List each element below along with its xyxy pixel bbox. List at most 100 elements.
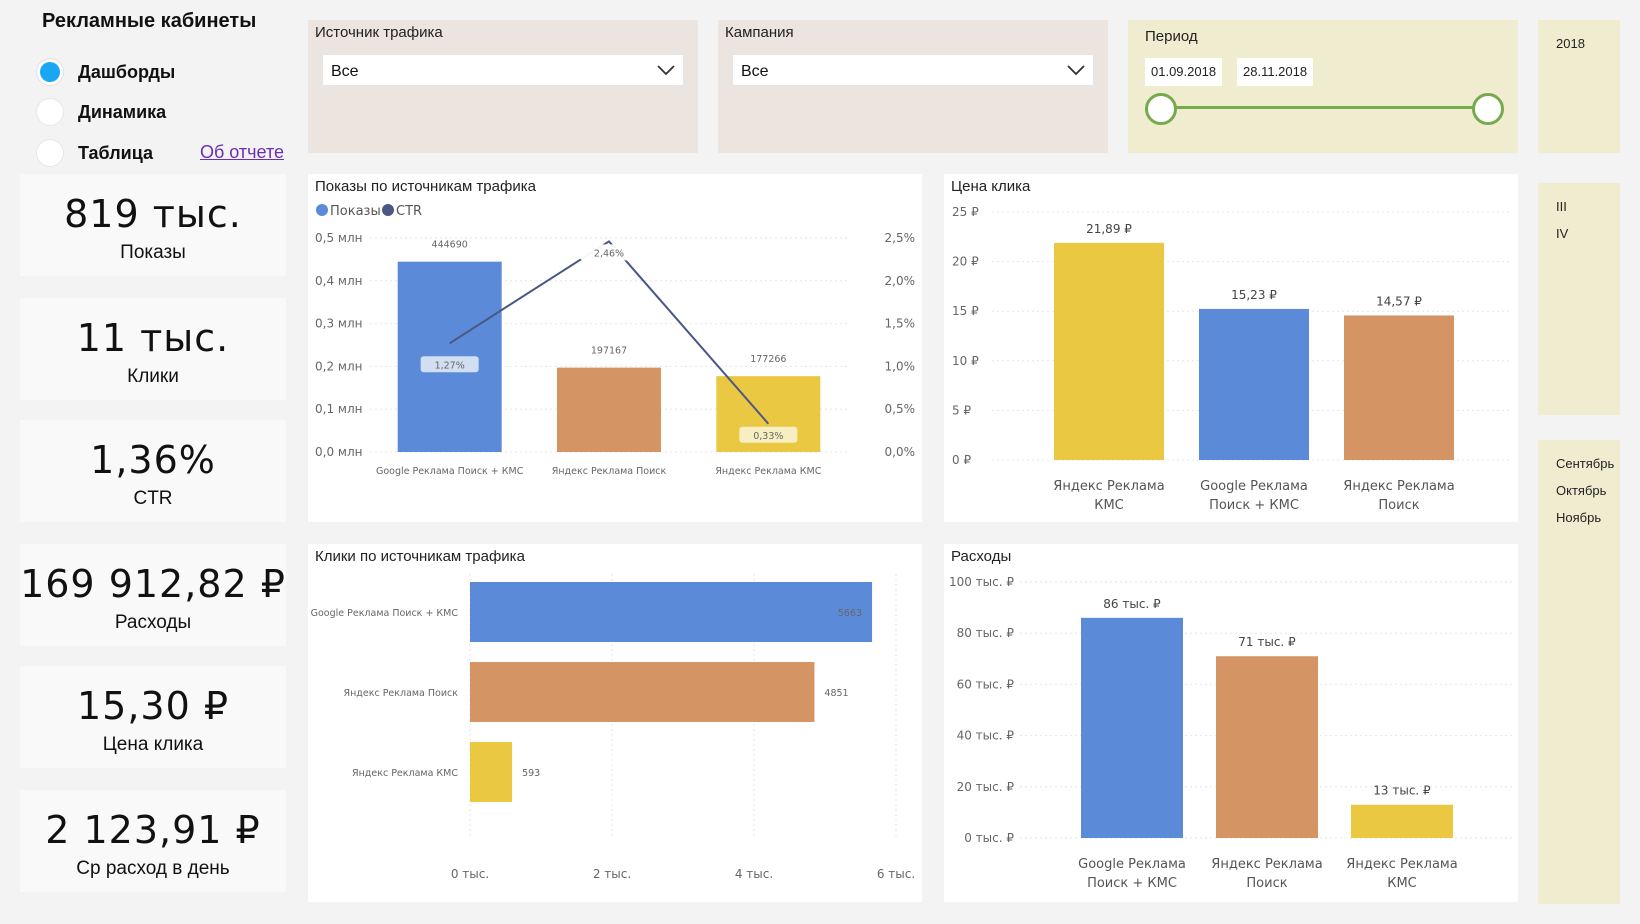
year-item[interactable]: 2018 [1556,36,1585,51]
slicer-title: Кампания [725,24,794,41]
dropdown-value: Все [331,63,359,80]
y-tick-label: 0 ₽ [952,453,971,467]
y-tick-label: 15 ₽ [952,304,979,318]
y2-tick-label: 2,0% [885,274,916,288]
data-label: 86 тыс. ₽ [1103,597,1161,611]
y-tick-label: Яндекс Реклама Поиск [343,688,458,699]
x-tick-label: Яндекс Реклама Поиск [552,466,667,477]
bar-spend [1081,617,1183,838]
bar-spend [1351,804,1453,838]
chevron-down-icon [1067,65,1085,76]
y-tick-label: 100 тыс. ₽ [949,575,1014,589]
nav-label: Динамика [78,101,167,122]
y-tick-label: 25 ₽ [952,205,979,219]
y-tick-label: 0,4 млн [315,274,362,288]
month-item[interactable]: Сентябрь [1556,456,1615,471]
radio-icon[interactable] [36,139,64,167]
quarter-item[interactable]: III [1556,199,1567,214]
month-item[interactable]: Октябрь [1556,483,1607,498]
cpc-chart: 0 ₽ 5 ₽ 10 ₽ 15 ₽ 20 ₽ 25 ₽ 21,89 ₽ Яндекс Рекл… [952,205,1512,513]
quarter-item[interactable]: IV [1556,226,1569,241]
data-label: 593 [522,768,540,779]
cpc-chart-panel: Цена клика 0 ₽ 5 ₽ 10 ₽ 15 ₽ 20 ₽ 25 ₽ 21,89 ₽… [944,174,1518,522]
data-label: 71 тыс. ₽ [1238,635,1296,649]
period-start-input[interactable]: 01.09.2018 [1145,58,1223,86]
kpi-label: Показы [120,242,186,263]
x-tick-label: Яндекс Реклама Поиск [1343,479,1454,513]
kpi-label: Расходы [114,612,192,633]
chevron-down-icon [657,65,675,76]
legend-marker-impressions [316,204,328,216]
period-end-input[interactable]: 28.11.2018 [1237,58,1314,86]
kpi-label: CTR [133,488,173,509]
bar-clicks [470,662,815,722]
kpi-value: 1,36% [90,438,216,482]
bar-clicks [470,582,873,642]
data-label: 15,23 ₽ [1231,288,1277,302]
period-slider-track[interactable] [1158,106,1488,109]
legend-label: Показы [330,204,381,219]
chart-title: Показы по источникам трафика [315,178,536,195]
radio-selected-icon[interactable] [36,58,64,86]
kpi-value: 169 912,82 ₽ [20,562,286,606]
x-tick-label: Яндекс Реклама КМС [1346,857,1457,891]
app-title: Рекламные кабинеты [42,10,257,32]
legend-label: CTR [396,204,422,219]
x-tick-label: 0 тыс. [451,867,489,881]
chart-title: Цена клика [951,178,1031,195]
y-tick-label: 20 тыс. ₽ [957,780,1015,794]
impressions-chart: Показы CTR 0,0 млн 0,0% 0,1 млн 0,5% 0,2 млн 1,… [315,204,916,477]
y2-tick-label: 0,5% [885,402,916,416]
kpi-value: 11 тыс. [76,316,230,360]
period-slicer: Период 01.09.2018 28.11.2018 [1128,20,1518,153]
ctr-label-bg [420,356,479,373]
ctr-data-label: 2,46% [594,248,624,259]
y-tick-label: 40 тыс. ₽ [957,729,1015,743]
bar-cpc [1054,242,1164,460]
bar-spend [1216,656,1318,838]
kpi-card-cpc: 15,30 ₽ Цена клика [20,666,286,768]
source-dropdown[interactable]: Все [322,54,684,86]
ctr-label-bg [739,426,798,443]
slicer-title: Источник трафика [315,24,443,41]
data-label: 21,89 ₽ [1086,222,1132,236]
ctr-label-bg [580,244,638,261]
data-label: 177266 [750,354,786,365]
spend-chart-panel: Расходы 0 тыс. ₽ 20 тыс. ₽ 40 тыс. ₽ 60 тыс… [944,544,1518,902]
bar-cpc [1344,315,1454,460]
nav-item-table[interactable]: Таблица [36,139,153,167]
y-tick-label: 80 тыс. ₽ [957,626,1015,640]
dropdown-value: Все [741,63,769,80]
x-tick-label: 4 тыс. [735,867,773,881]
legend-marker-ctr [382,204,394,216]
y-tick-label: Google Реклама Поиск + КМС [311,608,459,619]
x-tick-label: Яндекс Реклама КМС [1053,479,1164,513]
clicks-chart-panel: Клики по источникам трафика 0 тыс. 2 тыс.… [308,544,922,902]
about-report-link[interactable]: Об отчете [200,142,285,162]
y-tick-label: 0 тыс. ₽ [964,831,1014,845]
y2-tick-label: 1,0% [885,359,916,373]
nav-label: Таблица [78,142,154,163]
chart-title: Клики по источникам трафика [315,548,525,565]
kpi-label: Ср расход в день [76,858,230,879]
kpi-value: 2 123,91 ₽ [45,808,261,852]
nav-item-dashboards[interactable]: Дашборды [36,58,175,86]
y-tick-label: 10 ₽ [952,354,979,368]
period-slider-end-handle[interactable] [1472,93,1504,125]
period-slider-start-handle[interactable] [1145,93,1177,125]
radio-icon[interactable] [36,98,64,126]
bar-clicks [470,742,513,802]
bar-cpc [1199,308,1309,460]
ctr-data-label: 1,27% [435,360,465,371]
quarter-slicer: III IV [1538,183,1620,415]
nav-label: Дашборды [78,61,176,82]
month-item[interactable]: Ноябрь [1556,510,1602,525]
campaign-dropdown[interactable]: Все [732,54,1094,86]
data-label: 5663 [838,608,862,619]
y-tick-label: 0,0 млн [315,445,362,459]
x-tick-label: Google Реклама Поиск + КМС [1200,479,1308,513]
nav-item-dynamics[interactable]: Динамика [36,98,166,126]
campaign-slicer: Кампания Все [718,20,1108,153]
x-tick-label: 2 тыс. [593,867,631,881]
y-tick-label: 0,2 млн [315,359,362,373]
